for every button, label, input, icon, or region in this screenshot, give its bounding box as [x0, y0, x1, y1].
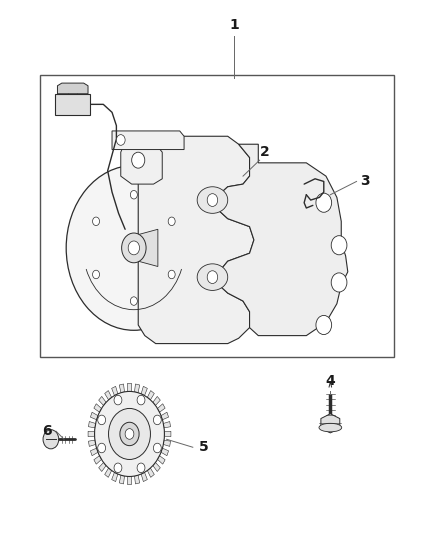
- Polygon shape: [88, 440, 95, 447]
- Circle shape: [153, 415, 161, 425]
- Circle shape: [132, 152, 145, 168]
- Polygon shape: [127, 477, 132, 484]
- Polygon shape: [164, 431, 171, 437]
- Text: 2: 2: [260, 145, 270, 159]
- Polygon shape: [119, 384, 124, 393]
- Polygon shape: [147, 391, 154, 400]
- Polygon shape: [153, 397, 160, 406]
- Ellipse shape: [197, 264, 228, 290]
- Polygon shape: [141, 472, 147, 481]
- Circle shape: [114, 463, 122, 473]
- Circle shape: [316, 193, 332, 212]
- Circle shape: [207, 193, 218, 206]
- Polygon shape: [163, 440, 170, 447]
- Polygon shape: [105, 468, 112, 478]
- Circle shape: [92, 270, 99, 279]
- Circle shape: [120, 422, 139, 446]
- Polygon shape: [112, 131, 184, 150]
- Polygon shape: [94, 456, 102, 464]
- Circle shape: [43, 430, 59, 449]
- Polygon shape: [134, 475, 140, 484]
- Circle shape: [331, 273, 347, 292]
- Polygon shape: [55, 94, 90, 115]
- Circle shape: [114, 395, 122, 405]
- Circle shape: [137, 395, 145, 405]
- Circle shape: [131, 297, 138, 305]
- Circle shape: [131, 190, 138, 199]
- Circle shape: [92, 217, 99, 225]
- Polygon shape: [134, 384, 140, 393]
- Polygon shape: [121, 142, 162, 184]
- Polygon shape: [105, 391, 112, 400]
- Bar: [40, 75, 394, 357]
- Polygon shape: [153, 463, 160, 472]
- Polygon shape: [112, 472, 118, 481]
- Polygon shape: [147, 468, 154, 478]
- Circle shape: [117, 135, 125, 146]
- Polygon shape: [161, 412, 169, 420]
- Polygon shape: [158, 403, 165, 412]
- Circle shape: [98, 415, 106, 425]
- Circle shape: [109, 408, 150, 459]
- Polygon shape: [88, 422, 95, 428]
- Circle shape: [331, 236, 347, 255]
- Circle shape: [153, 443, 161, 453]
- Ellipse shape: [319, 423, 342, 432]
- Text: 6: 6: [42, 424, 51, 438]
- Polygon shape: [119, 475, 124, 484]
- Polygon shape: [90, 412, 98, 420]
- Polygon shape: [127, 384, 132, 391]
- Text: 5: 5: [199, 440, 208, 454]
- Ellipse shape: [197, 187, 228, 213]
- Polygon shape: [219, 144, 348, 336]
- Circle shape: [98, 443, 106, 453]
- Polygon shape: [88, 431, 95, 437]
- Polygon shape: [141, 386, 147, 395]
- Circle shape: [128, 241, 140, 255]
- Circle shape: [95, 391, 164, 477]
- Polygon shape: [90, 448, 98, 456]
- Polygon shape: [99, 463, 106, 472]
- Text: 3: 3: [360, 174, 370, 189]
- Circle shape: [122, 233, 146, 263]
- Polygon shape: [321, 414, 340, 433]
- Circle shape: [316, 316, 332, 335]
- Polygon shape: [94, 403, 102, 412]
- Polygon shape: [161, 448, 169, 456]
- Circle shape: [125, 429, 134, 439]
- Polygon shape: [112, 386, 118, 395]
- Polygon shape: [163, 422, 170, 428]
- Circle shape: [207, 271, 218, 284]
- Polygon shape: [57, 83, 88, 94]
- Text: 4: 4: [325, 374, 335, 388]
- Polygon shape: [158, 456, 165, 464]
- Text: 1: 1: [230, 18, 239, 31]
- Polygon shape: [138, 229, 158, 266]
- Circle shape: [137, 463, 145, 473]
- Circle shape: [168, 217, 175, 225]
- Polygon shape: [99, 397, 106, 406]
- Circle shape: [66, 165, 201, 330]
- Circle shape: [168, 270, 175, 279]
- Polygon shape: [138, 136, 254, 344]
